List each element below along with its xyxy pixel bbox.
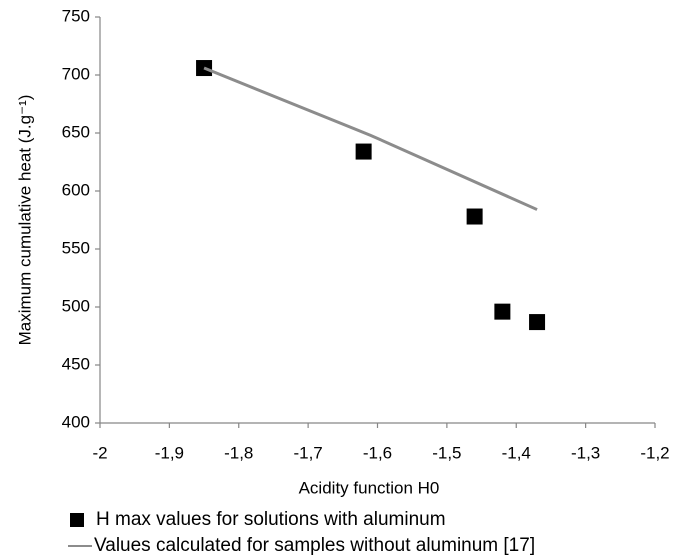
x-tick-label: -1,3 [571,443,600,462]
y-axis-label: Maximum cumulative heat (J.g⁻¹) [15,95,34,346]
line [203,66,538,211]
x-tick-label: -1,8 [224,443,253,462]
x-tick-label: -1,4 [502,443,531,462]
marker [355,143,372,160]
x-axis-label: Acidity function H0 [299,478,440,497]
y-tick-label: 700 [62,64,90,83]
x-tick-label: -1,2 [640,443,669,462]
x-tick-label: -2 [92,443,107,462]
x-tick-label: -1,9 [155,443,184,462]
y-tick-label: 400 [62,412,90,431]
y-tick-label: 600 [62,180,90,199]
x-tick-label: -1,7 [293,443,322,462]
x-tick-label: -1,6 [363,443,392,462]
y-tick-label: 550 [62,238,90,257]
x-tick-label: -1,5 [432,443,461,462]
marker [494,303,511,320]
legend-marker [70,513,84,527]
marker [529,314,546,331]
y-tick-label: 450 [62,354,90,373]
y-tick-label: 500 [62,296,90,315]
y-tick-label: 750 [62,6,90,25]
legend-label: H max values for solutions with aluminum [96,509,446,530]
y-tick-label: 650 [62,122,90,141]
marker [466,208,483,225]
legend-label: Values calculated for samples without al… [94,535,535,556]
